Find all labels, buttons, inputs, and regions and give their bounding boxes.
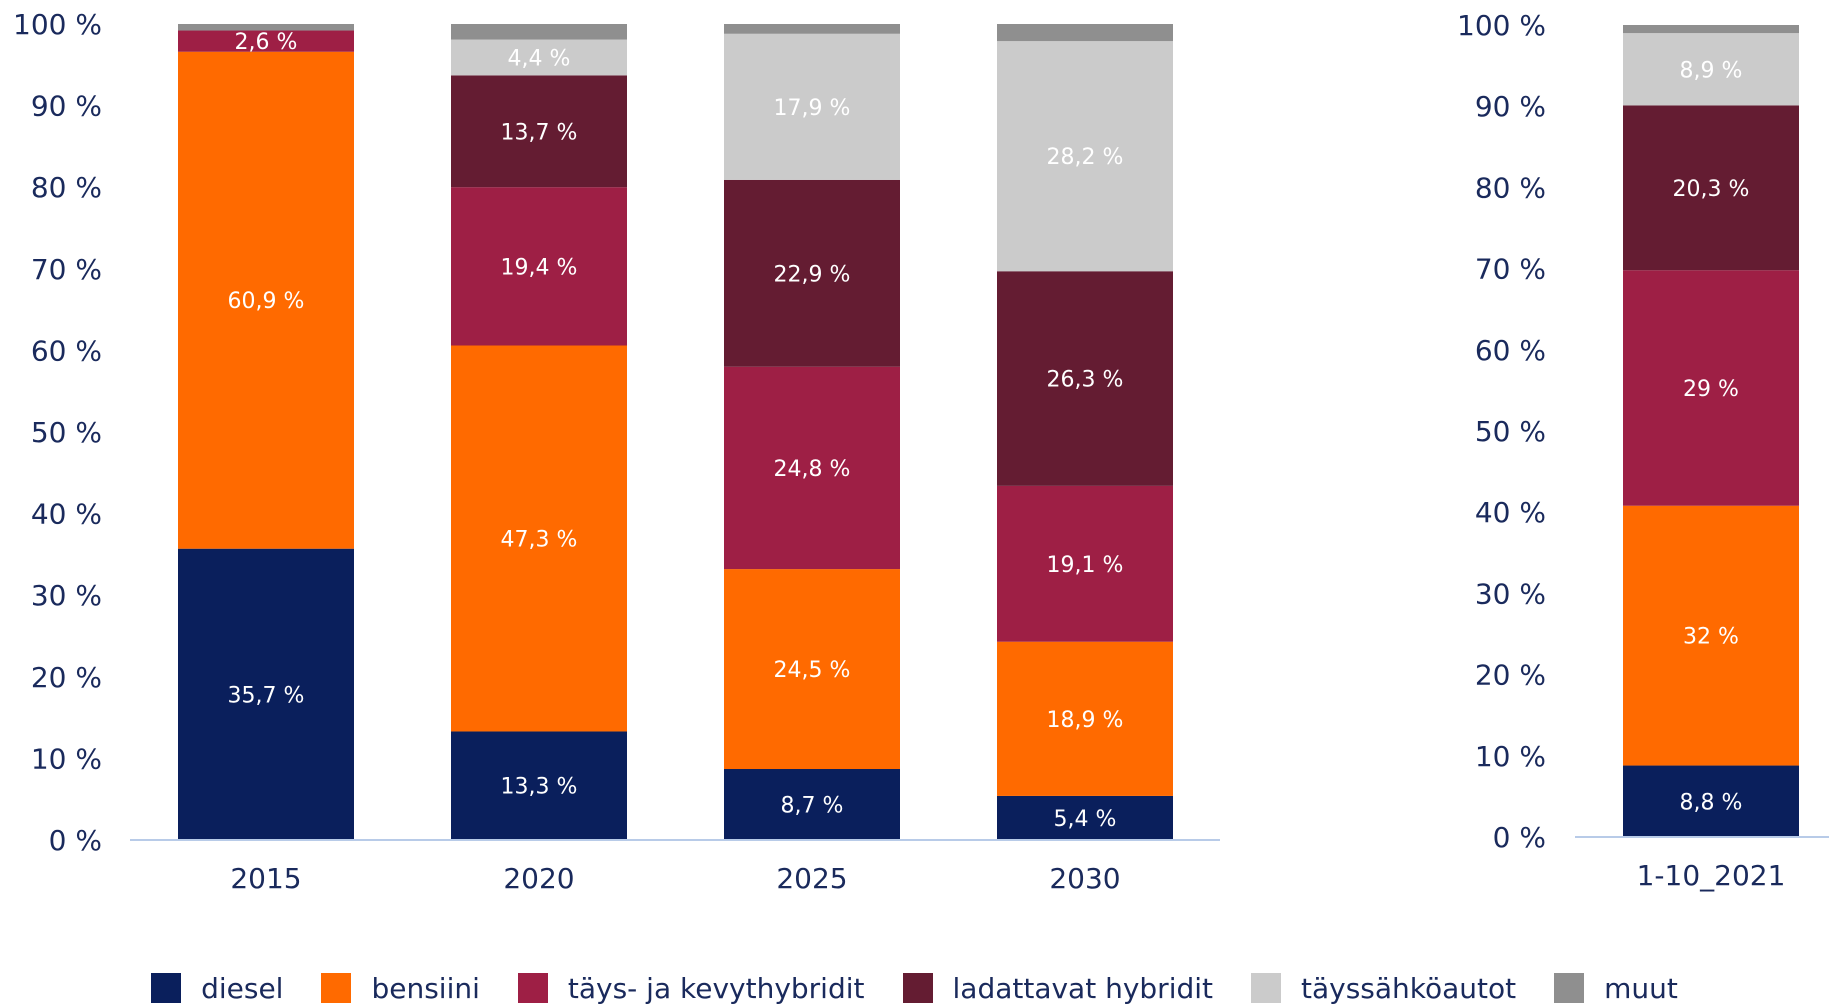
- bar-segment: [1623, 765, 1799, 837]
- bar-segment: [178, 51, 354, 549]
- x-tick-label: 2015: [230, 862, 301, 895]
- legend-item-electric: täyssähköautot: [1251, 972, 1516, 1005]
- bar-segment: [724, 179, 900, 367]
- legend-item-hybrids: täys- ja kevythybridit: [517, 971, 865, 1005]
- x-tick-label: 2030: [1049, 862, 1120, 895]
- data-label: 19,4 %: [501, 255, 578, 280]
- y-tick-label: 10 %: [1475, 740, 1546, 773]
- bar-segment: [178, 24, 354, 31]
- data-label: 17,9 %: [774, 96, 851, 121]
- legend-label: muut: [1604, 971, 1678, 1005]
- data-label: 28,2 %: [1047, 145, 1124, 170]
- bar-segment: [1623, 505, 1799, 766]
- data-label: 35,7 %: [228, 683, 305, 708]
- bar-segment: [451, 731, 627, 840]
- data-label: 24,8 %: [774, 457, 851, 482]
- y-tick-label: 10 %: [31, 742, 102, 775]
- legend-label: diesel: [201, 971, 284, 1005]
- bar-segment: [724, 24, 900, 34]
- y-tick-label: 50 %: [31, 416, 102, 449]
- legend-swatch-muut: [1554, 973, 1585, 1003]
- bar-segment: [997, 485, 1173, 642]
- legend-swatch-plugin-hybrids: [902, 973, 933, 1003]
- y-tick-label: 80 %: [31, 171, 102, 204]
- legend-label: täys- ja kevythybridit: [567, 971, 865, 1005]
- data-label: 8,9 %: [1680, 58, 1743, 83]
- y-tick-label: 90 %: [31, 90, 102, 123]
- legend-swatch-hybrids: [517, 973, 548, 1003]
- bar-segment: [178, 30, 354, 52]
- x-tick-label: 2025: [776, 862, 847, 895]
- legend-label: ladattavat hybridit: [952, 971, 1214, 1005]
- data-label: 24,5 %: [774, 658, 851, 683]
- legend-swatch-electric: [1251, 973, 1282, 1003]
- bar-segment: [1623, 105, 1799, 271]
- y-tick-label: 40 %: [1475, 496, 1546, 529]
- y-tick-label: 90 %: [1475, 90, 1546, 123]
- data-label: 18,9 %: [1047, 708, 1124, 733]
- bar-segment: [724, 366, 900, 570]
- bar-segment: [178, 548, 354, 840]
- legend-item-bensiini: bensiini: [321, 971, 480, 1005]
- legend-label: bensiini: [371, 971, 480, 1005]
- bar-segment: [1623, 25, 1799, 34]
- bar-segment: [724, 569, 900, 770]
- y-tick-label: 70 %: [31, 253, 102, 286]
- y-tick-label: 60 %: [31, 334, 102, 367]
- y-tick-label: 40 %: [31, 498, 102, 531]
- y-tick-label: 100 %: [1457, 9, 1546, 42]
- y-tick-label: 70 %: [1475, 253, 1546, 286]
- data-label: 19,1 %: [1047, 553, 1124, 578]
- y-tick-label: 20 %: [31, 661, 102, 694]
- data-label: 2,6 %: [235, 30, 298, 55]
- chart-canvas: 0 % 10 % 20 % 30 % 40 % 50 % 60 % 70 % 80 % 90 % 1…: [13, 8, 1829, 895]
- bar-segment: [997, 24, 1173, 42]
- data-label: 20,3 %: [1673, 177, 1750, 202]
- bar-segment: [1623, 33, 1799, 106]
- data-label: 26,3 %: [1047, 368, 1124, 393]
- bar-segment: [451, 75, 627, 188]
- bar-segment: [451, 345, 627, 732]
- y-tick-label: 20 %: [1475, 659, 1546, 692]
- bar-segment: [997, 641, 1173, 796]
- data-label: 29 %: [1683, 377, 1739, 402]
- legend-item-diesel: diesel: [151, 972, 283, 1005]
- legend: diesel bensiini täys- ja kevythybridit l…: [0, 968, 1829, 1008]
- y-tick-label: 100 %: [13, 8, 102, 41]
- data-label: 60,9 %: [228, 289, 305, 314]
- legend-swatch-bensiini: [321, 973, 352, 1003]
- legend-item-plugin-hybrids: ladattavat hybridit: [902, 971, 1214, 1005]
- data-label: 22,9 %: [774, 262, 851, 287]
- data-label: 8,8 %: [1680, 790, 1743, 815]
- bar-segment: [724, 769, 900, 840]
- data-label: 8,7 %: [781, 794, 844, 819]
- y-tick-label: 60 %: [1475, 334, 1546, 367]
- bar-segment: [1623, 270, 1799, 506]
- x-tick-label: 2020: [503, 862, 574, 895]
- legend-item-muut: muut: [1554, 972, 1678, 1005]
- y-tick-label: 30 %: [1475, 577, 1546, 610]
- y-tick-label: 0 %: [1493, 821, 1546, 854]
- y-tick-label: 30 %: [31, 579, 102, 612]
- data-label: 47,3 %: [501, 527, 578, 552]
- bar-segment: [451, 187, 627, 346]
- y-tick-label: 50 %: [1475, 415, 1546, 448]
- y-tick-label: 0 %: [49, 824, 102, 857]
- legend-label: täyssähköautot: [1301, 971, 1517, 1005]
- bar-segment: [997, 41, 1173, 272]
- data-label: 32 %: [1683, 625, 1739, 650]
- data-label: 5,4 %: [1054, 807, 1117, 832]
- bar-segment: [997, 271, 1173, 486]
- legend-swatch-diesel: [151, 973, 182, 1003]
- data-label: 13,7 %: [501, 120, 578, 145]
- bar-segment: [724, 33, 900, 180]
- y-tick-label: 80 %: [1475, 171, 1546, 204]
- bar-segment: [997, 795, 1173, 840]
- data-label: 13,3 %: [501, 775, 578, 800]
- bar-segment: [451, 24, 627, 40]
- data-label: 4,4 %: [508, 46, 571, 71]
- x-tick-label: 1-10_2021: [1637, 859, 1786, 892]
- bar-segment: [451, 39, 627, 76]
